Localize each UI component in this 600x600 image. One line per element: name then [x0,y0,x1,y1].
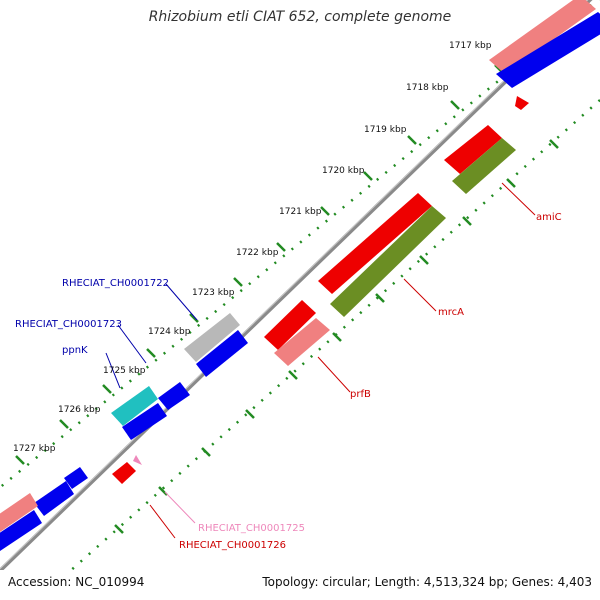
scale-label-1726: 1726 kbp [58,405,101,415]
scale-labels: 1717 kbp 1718 kbp 1719 kbp 1720 kbp 1721… [13,41,492,454]
scale-label-1727: 1727 kbp [13,444,56,454]
gene-blue-top[interactable] [496,12,600,88]
gene-label-ch1723[interactable]: RHECIAT_CH0001723 [15,319,122,330]
gene-label-ch1722[interactable]: RHECIAT_CH0001722 [62,278,169,289]
gene-mrcA[interactable] [330,206,446,317]
scale-label-1719: 1719 kbp [364,125,407,135]
gene-amiC[interactable] [452,138,516,194]
gene-labels: amiC mrcA prfB RHECIAT_CH0001722 RHECIAT… [15,212,562,551]
gene-prfB-red[interactable] [264,300,316,350]
accession-text: Accession: NC_010994 [8,575,145,589]
scale-label-1718: 1718 kbp [406,83,449,93]
label-leader-lines [105,182,536,539]
gene-ch1726[interactable] [112,462,136,484]
gene-label-prfB[interactable]: prfB [350,389,371,400]
gene-label-ppnK[interactable]: ppnK [62,345,88,356]
gene-ch1725[interactable] [133,455,142,465]
gene-amiC-red[interactable] [444,125,502,174]
gene-blue-left[interactable] [34,481,74,516]
scale-label-1720: 1720 kbp [322,166,365,176]
gene-ch1723[interactable] [196,330,248,377]
scale-label-1721: 1721 kbp [279,207,322,217]
gene-ppnK[interactable] [111,386,158,426]
gene-pink-top[interactable] [489,0,596,74]
gene-blue-left-2[interactable] [0,510,42,551]
scale-label-1724: 1724 kbp [148,327,191,337]
gene-label-mrcA[interactable]: mrcA [438,307,464,318]
gene-label-ch1726[interactable]: RHECIAT_CH0001726 [179,540,286,551]
gene-pink-left[interactable] [0,493,38,532]
scale-label-1725: 1725 kbp [103,366,146,376]
genome-summary-text: Topology: circular; Length: 4,513,324 bp… [262,575,592,589]
gene-label-ch1725[interactable]: RHECIAT_CH0001725 [198,523,305,534]
map-title: Rhizobium etli CIAT 652, complete genome [148,9,452,25]
gene-prfB[interactable] [274,318,330,366]
inner-tick-marks [114,139,559,534]
scale-label-1723: 1723 kbp [192,288,235,298]
gene-blue-left-small[interactable] [64,467,88,489]
gene-blue-mid[interactable] [122,403,167,440]
gene-red-small[interactable] [515,96,529,110]
gene-blue-mid-2[interactable] [158,382,190,410]
outer-tick-marks [15,29,547,465]
scale-label-1722: 1722 kbp [236,248,279,258]
scale-label-1717: 1717 kbp [449,41,492,51]
gene-mrcA-red[interactable] [318,193,432,294]
gene-label-amiC[interactable]: amiC [536,212,562,223]
gene-ch1722[interactable] [184,313,240,362]
